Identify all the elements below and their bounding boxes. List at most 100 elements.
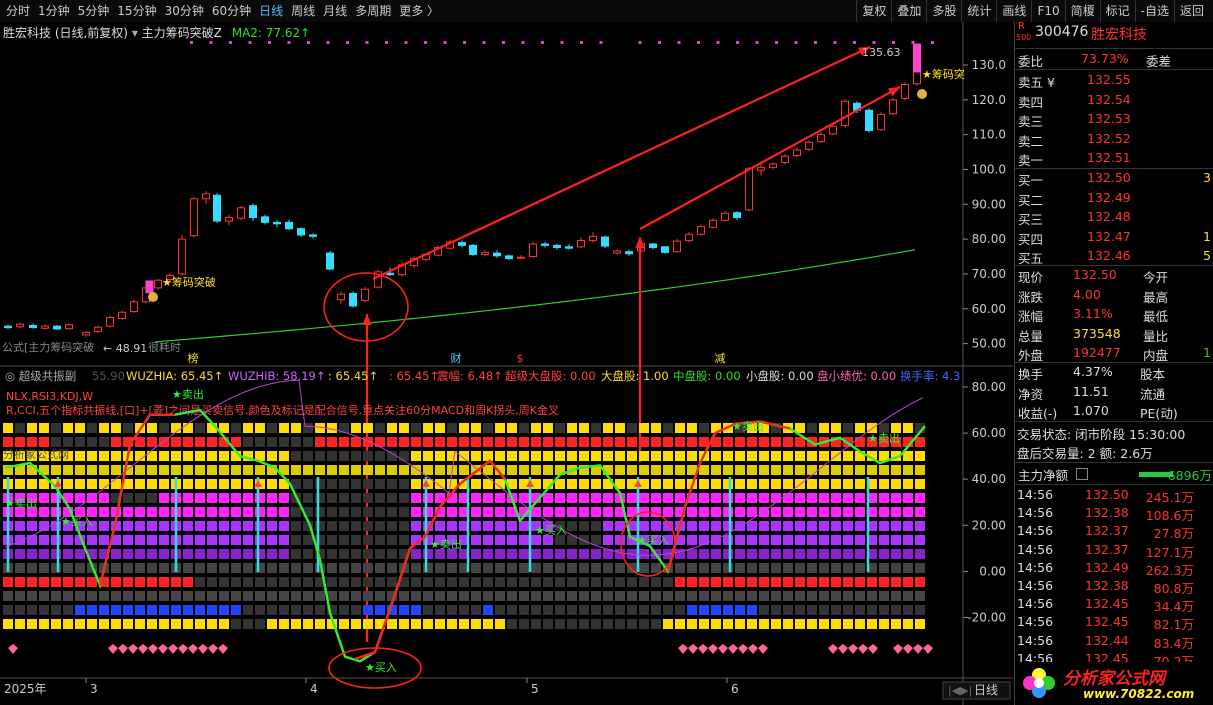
signal-block [243, 479, 253, 489]
signal-block [147, 479, 157, 489]
signal-block [603, 535, 613, 545]
weibi-row: 委比 73.73% 委差 [1015, 51, 1213, 71]
signal-block-empty [435, 605, 445, 615]
candle-body [733, 212, 741, 219]
signal-block-empty [579, 521, 589, 531]
signal-block [759, 437, 769, 447]
signal-block [579, 563, 589, 573]
period-tab[interactable]: 5分钟 [77, 4, 110, 18]
period-tab[interactable]: 日线 [259, 4, 284, 18]
signal-block [171, 451, 181, 461]
signal-block [627, 479, 637, 489]
signal-block [231, 493, 241, 503]
signal-block [15, 437, 25, 447]
signal-block [459, 507, 469, 517]
period-tab[interactable]: 多周期 [355, 4, 392, 18]
signal-block [147, 451, 157, 461]
signal-block [687, 451, 697, 461]
signal-block-empty [423, 605, 433, 615]
period-tab[interactable]: 月线 [323, 4, 348, 18]
signal-block [843, 507, 853, 517]
signal-block [75, 493, 85, 503]
period-tab[interactable]: 1分钟 [38, 4, 70, 18]
signal-block [243, 521, 253, 531]
signal-block [519, 507, 529, 517]
signal-block-empty [399, 479, 409, 489]
signal-block-empty [363, 493, 373, 503]
signal-block [771, 437, 781, 447]
sub-y-tick-label: 0.00 [979, 564, 1006, 578]
signal-block [483, 563, 493, 573]
signal-block-empty [567, 535, 577, 545]
toolbar-action-button[interactable]: 画线 [996, 0, 1031, 22]
toolbar-action-button[interactable]: 标记 [1099, 0, 1135, 22]
candle-body [805, 141, 813, 150]
signal-block [483, 549, 493, 559]
signal-block [699, 535, 709, 545]
period-tab[interactable]: 更多 〉 [399, 4, 440, 18]
up-arrow-marker [254, 480, 262, 487]
signal-block [111, 619, 121, 629]
signal-block [615, 563, 625, 573]
signal-block [27, 563, 37, 573]
indicator-name[interactable]: 主力筹码突破Z [141, 26, 222, 40]
signal-block [711, 521, 721, 531]
toolbar-action-button[interactable]: 多股 [926, 0, 961, 22]
signal-block-empty [435, 577, 445, 587]
chart-area[interactable]: 130.0 120.0 110.0 100.0 90.00 80.00 70.00 60.00… [0, 22, 1013, 705]
signal-block [903, 479, 913, 489]
signal-block [891, 423, 901, 433]
signal-block [159, 521, 169, 531]
period-tab[interactable]: 15分钟 [117, 4, 157, 18]
signal-block [195, 619, 205, 629]
quote-text: 108.6万 [1145, 508, 1194, 524]
detail-icon[interactable] [1076, 468, 1088, 480]
sell-label: ★卖出 [5, 496, 37, 510]
signal-block [759, 451, 769, 461]
signal-block [879, 507, 889, 517]
signal-block [807, 521, 817, 531]
signal-block-empty [231, 423, 241, 433]
signal-block [147, 507, 157, 517]
signal-block-empty [303, 479, 313, 489]
signal-block [207, 451, 217, 461]
signal-block-empty [555, 577, 565, 587]
kline-chart-canvas[interactable]: 130.0120.0110.0100.090.0080.0070.0060.00… [0, 22, 1013, 705]
signal-block [843, 493, 853, 503]
period-tab[interactable]: 60分钟 [211, 4, 252, 18]
signal-block [855, 465, 865, 475]
signal-block [795, 619, 805, 629]
signal-block [783, 507, 793, 517]
period-tab[interactable]: 分时 [6, 4, 31, 18]
period-tab[interactable]: 30分钟 [164, 4, 204, 18]
toolbar-action-button[interactable]: 返回 [1173, 0, 1209, 22]
toolbar-action-button[interactable]: 简榎 [1064, 0, 1100, 22]
toolbar-action-button[interactable]: F10 [1031, 0, 1064, 22]
candle-body [709, 219, 717, 228]
toolbar-action-button[interactable]: 复权 [856, 0, 891, 22]
signal-block-empty [339, 423, 349, 433]
signal-block [75, 535, 85, 545]
signal-block [675, 563, 685, 573]
toolbar-action-button[interactable]: 统计 [961, 0, 996, 22]
signal-block [243, 423, 253, 433]
toolbar-action-button[interactable]: 叠加 [891, 0, 926, 22]
signal-block-empty [363, 521, 373, 531]
signal-block [339, 619, 349, 629]
signal-block [75, 479, 85, 489]
signal-block [135, 535, 145, 545]
signal-block [327, 437, 337, 447]
signal-block [747, 563, 757, 573]
signal-block [879, 451, 889, 461]
signal-block-empty [507, 605, 517, 615]
signal-block [123, 591, 133, 601]
signal-block [699, 577, 709, 587]
signal-block [411, 479, 421, 489]
diamond-marker [718, 644, 728, 654]
toolbar-action-button[interactable]: -自选 [1134, 0, 1174, 22]
signal-block [459, 437, 469, 447]
period-tab[interactable]: 周线 [291, 4, 316, 18]
signal-block [699, 465, 709, 475]
signal-block [15, 535, 25, 545]
signal-block [219, 423, 229, 433]
